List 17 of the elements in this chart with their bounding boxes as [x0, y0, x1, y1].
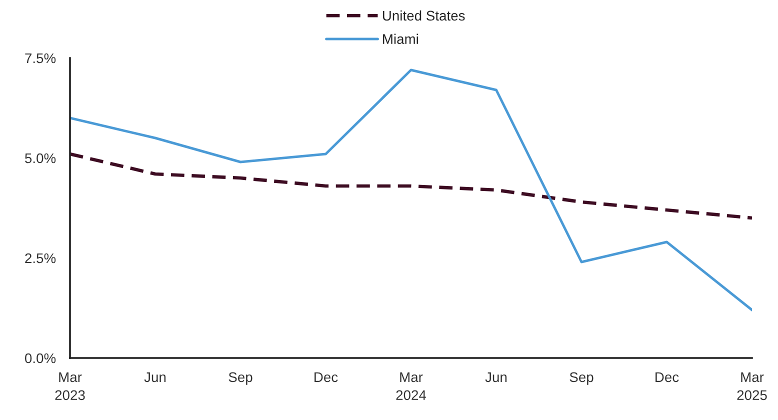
y-tick-label: 5.0% [25, 153, 56, 164]
x-tick-label: Mar 2023 [55, 372, 85, 400]
x-tick-label: Mar 2024 [396, 372, 426, 400]
x-tick-label: Sep [570, 372, 594, 385]
y-tick-label: 7.5% [25, 53, 56, 64]
x-tick-label: Dec [314, 372, 338, 382]
line-series [70, 152, 752, 220]
y-tick-label: 2.5% [25, 253, 56, 264]
x-tick-label: Jun [144, 372, 166, 382]
y-tick-label: 0.0% [25, 353, 56, 364]
x-tick-label: Mar 2025 [737, 372, 767, 400]
x-tick-label: Sep [228, 372, 252, 385]
x-tick-label: Jun [485, 372, 507, 382]
line-series [70, 68, 752, 312]
legend-label: United States [382, 10, 465, 21]
legend-label: Miami [383, 34, 418, 44]
x-tick-label: Dec [656, 372, 679, 382]
